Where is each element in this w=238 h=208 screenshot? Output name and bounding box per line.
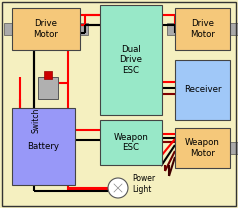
Text: Battery: Battery [28,142,60,151]
Bar [4,23,12,35]
Bar [44,71,52,79]
Bar [12,8,80,50]
Text: Power
Light: Power Light [132,174,155,194]
Bar [175,60,230,120]
Bar [12,108,75,185]
Bar [230,142,238,154]
Text: Weapon
ESC: Weapon ESC [114,133,149,152]
Bar [230,23,238,35]
Bar [167,23,175,35]
Text: Weapon
Motor: Weapon Motor [185,138,220,158]
Bar [175,128,230,168]
Bar [175,8,230,50]
Text: Drive
Motor: Drive Motor [190,19,215,39]
Bar [100,120,162,165]
Bar [38,77,58,99]
Bar [100,5,162,115]
Bar [80,23,88,35]
Text: Dual
Drive
ESC: Dual Drive ESC [119,45,143,75]
Text: Receiver: Receiver [184,85,221,94]
Circle shape [108,178,128,198]
Text: Switch: Switch [31,108,40,133]
Text: Drive
Motor: Drive Motor [34,19,59,39]
